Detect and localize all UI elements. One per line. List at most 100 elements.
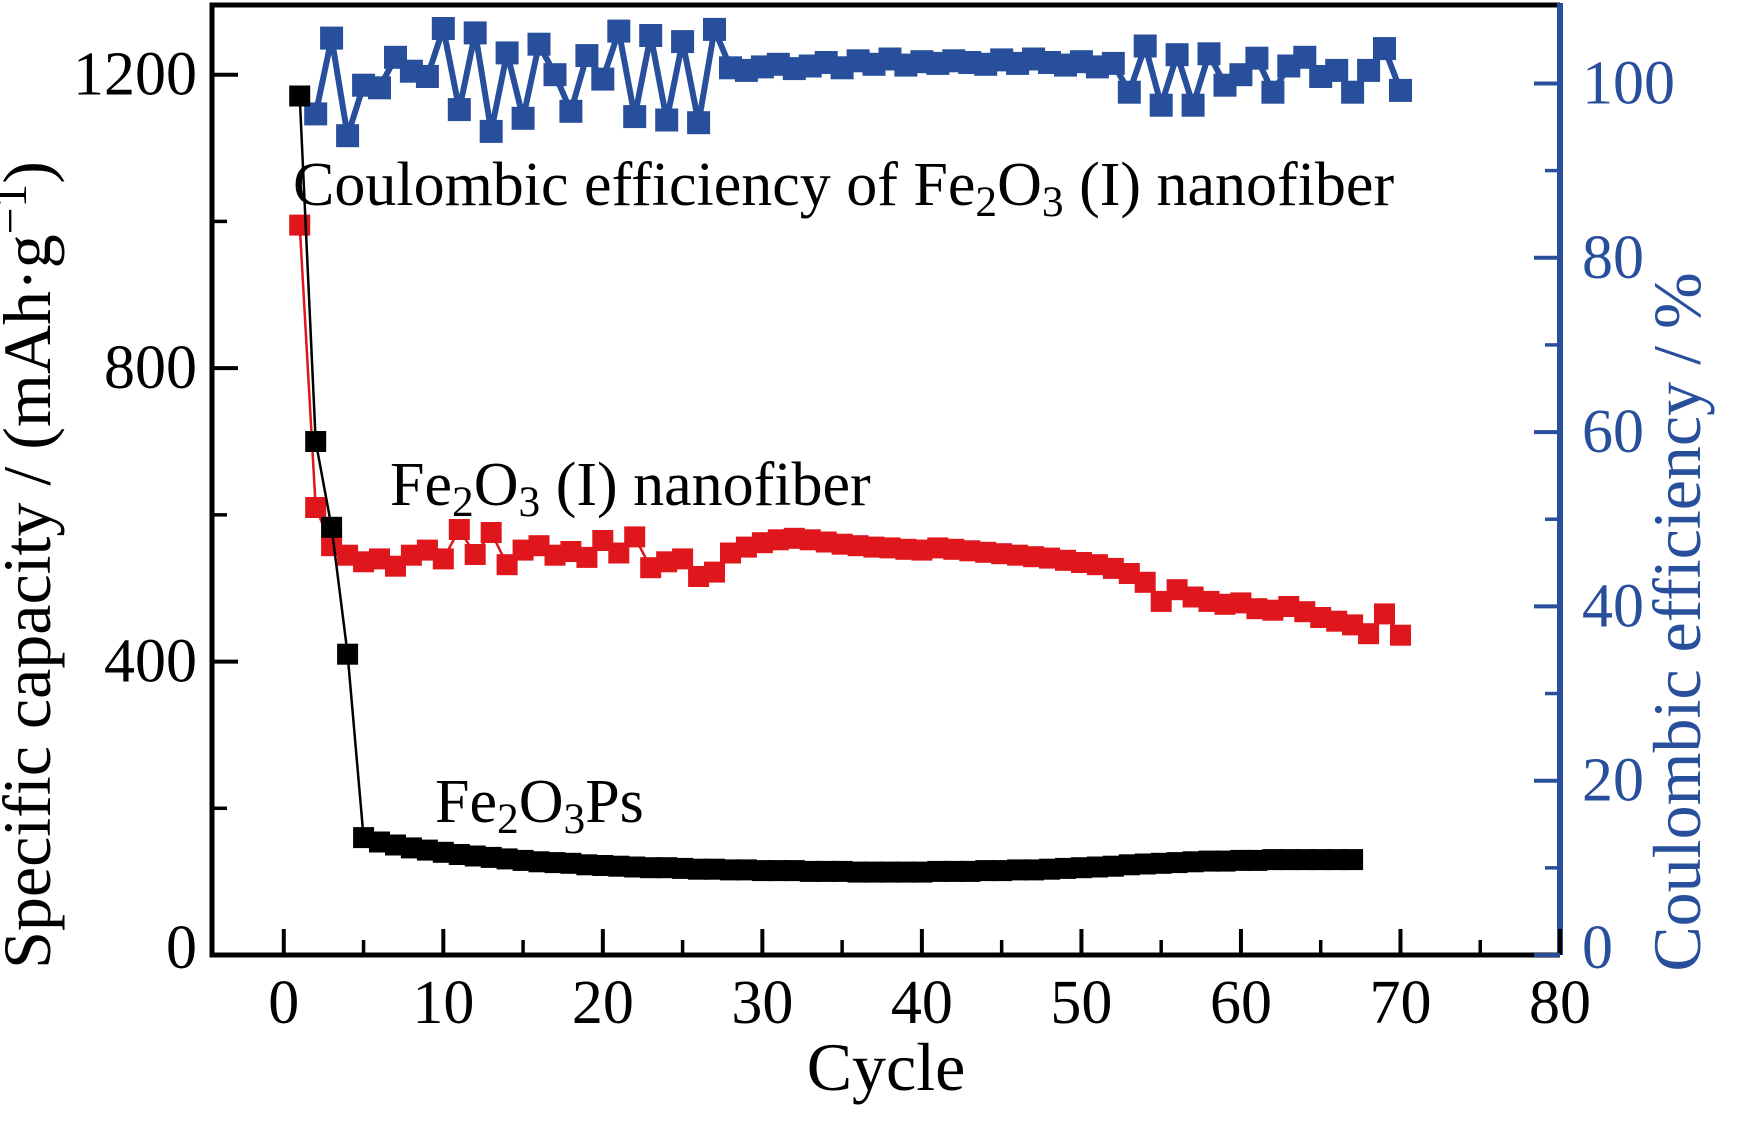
data-point-fe2o3ps <box>1150 852 1172 874</box>
data-point-fe2o3_nanofiber <box>799 529 821 551</box>
data-point-efficiency <box>559 99 583 123</box>
data-point-fe2o3ps <box>1262 849 1284 871</box>
data-point-efficiency <box>1149 93 1173 117</box>
data-point-fe2o3ps <box>432 841 454 863</box>
data-point-fe2o3_nanofiber <box>831 533 853 555</box>
data-point-fe2o3_nanofiber <box>1214 593 1236 615</box>
data-point-fe2o3ps <box>400 837 422 859</box>
data-point-fe2o3ps <box>544 852 566 874</box>
data-point-fe2o3_nanofiber <box>767 529 789 551</box>
data-point-fe2o3_nanofiber <box>496 554 518 576</box>
data-point-fe2o3_nanofiber <box>879 537 901 559</box>
data-point-fe2o3_nanofiber <box>1230 592 1252 614</box>
data-point-fe2o3_nanofiber <box>576 546 598 568</box>
data-point-fe2o3_nanofiber <box>1007 544 1029 566</box>
data-point-efficiency <box>1389 78 1412 102</box>
data-point-fe2o3_nanofiber <box>672 548 694 570</box>
series-fe2o3ps <box>289 85 1364 883</box>
data-point-fe2o3_nanofiber <box>1278 596 1300 617</box>
series-line-fe2o3_nanofiber <box>298 225 1402 636</box>
data-point-fe2o3_nanofiber <box>321 535 343 557</box>
data-point-fe2o3ps <box>1023 859 1045 881</box>
data-point-efficiency <box>543 63 567 87</box>
data-point-fe2o3ps <box>831 860 853 882</box>
data-point-fe2o3ps <box>305 431 327 452</box>
data-point-fe2o3ps <box>656 857 678 879</box>
y-left-tick-label: 0 <box>166 914 197 982</box>
annotation-efficiency-label: Coulombic efficiency of Fe2O3 (I) nanofi… <box>293 151 1394 226</box>
data-point-fe2o3_nanofiber <box>464 544 486 565</box>
data-point-fe2o3ps <box>512 849 534 871</box>
data-point-efficiency <box>655 108 679 132</box>
data-point-fe2o3ps <box>416 839 438 861</box>
data-point-efficiency <box>336 124 360 148</box>
x-tick-label: 80 <box>1529 969 1591 1037</box>
data-point-efficiency <box>607 19 631 43</box>
data-point-fe2o3_nanofiber <box>608 542 630 564</box>
data-point-fe2o3_nanofiber <box>1134 571 1156 593</box>
data-point-fe2o3_nanofiber <box>544 544 566 566</box>
data-point-efficiency <box>495 41 519 65</box>
y-left-tick-label: 800 <box>104 334 197 402</box>
data-point-fe2o3_nanofiber <box>1310 607 1332 628</box>
data-point-fe2o3ps <box>672 857 694 879</box>
data-point-fe2o3_nanofiber <box>1182 586 1204 608</box>
y-left-tick-label: 400 <box>104 628 197 696</box>
data-point-fe2o3ps <box>1134 853 1156 875</box>
data-point-fe2o3_nanofiber <box>911 539 933 561</box>
data-point-fe2o3ps <box>1055 857 1076 879</box>
x-tick-label: 40 <box>891 969 953 1037</box>
x-axis-ticks: 0 10 20 30 40 50 60 70 80 <box>268 929 1591 1037</box>
data-point-fe2o3_nanofiber <box>735 536 757 558</box>
data-point-fe2o3_nanofiber <box>560 541 582 562</box>
data-point-fe2o3ps <box>1214 850 1236 872</box>
x-axis-title: Cycle <box>807 1029 966 1105</box>
data-point-fe2o3ps <box>783 860 805 882</box>
data-point-efficiency <box>1293 45 1317 69</box>
data-point-efficiency <box>687 111 711 135</box>
data-point-fe2o3ps <box>1102 855 1124 877</box>
data-point-fe2o3ps <box>353 827 375 849</box>
data-point-fe2o3ps <box>704 858 725 880</box>
data-point-fe2o3ps <box>799 860 821 882</box>
data-point-fe2o3_nanofiber <box>640 557 662 579</box>
data-point-fe2o3_nanofiber <box>432 548 454 570</box>
data-point-fe2o3ps <box>496 848 518 870</box>
data-point-efficiency <box>703 17 726 41</box>
data-point-fe2o3_nanofiber <box>927 537 949 559</box>
data-point-fe2o3ps <box>1007 859 1029 881</box>
data-point-fe2o3ps <box>560 852 582 874</box>
data-point-fe2o3_nanofiber <box>863 536 885 558</box>
data-point-fe2o3_nanofiber <box>385 555 406 577</box>
data-point-fe2o3ps <box>385 834 406 856</box>
right-axis-ticks: 100 80 60 40 20 0 <box>1534 49 1675 982</box>
data-point-fe2o3ps <box>895 861 917 883</box>
data-point-fe2o3_nanofiber <box>847 535 869 557</box>
data-point-fe2o3_nanofiber <box>1294 601 1316 623</box>
data-point-fe2o3ps <box>879 861 901 883</box>
data-point-fe2o3ps <box>1326 849 1348 871</box>
data-point-fe2o3_nanofiber <box>1150 590 1172 612</box>
data-point-fe2o3_nanofiber <box>1374 603 1395 625</box>
data-point-fe2o3ps <box>576 854 598 876</box>
data-point-fe2o3_nanofiber <box>369 548 390 570</box>
data-point-efficiency <box>479 119 503 143</box>
data-point-fe2o3_nanofiber <box>305 497 327 518</box>
data-point-fe2o3ps <box>1070 857 1092 879</box>
data-point-fe2o3_nanofiber <box>1023 546 1045 568</box>
data-point-efficiency <box>1117 80 1141 104</box>
axes <box>209 2 1563 958</box>
data-point-fe2o3ps <box>943 860 965 882</box>
data-point-fe2o3ps <box>608 855 630 877</box>
data-point-fe2o3ps <box>1230 849 1252 871</box>
data-point-fe2o3ps <box>688 858 710 880</box>
data-point-efficiency <box>1341 80 1365 104</box>
data-point-fe2o3ps <box>720 859 741 881</box>
data-point-fe2o3ps <box>464 845 486 867</box>
data-point-fe2o3ps <box>289 85 311 107</box>
data-point-fe2o3ps <box>975 860 997 882</box>
data-point-fe2o3_nanofiber <box>480 522 502 543</box>
data-point-fe2o3ps <box>1246 849 1268 871</box>
data-point-fe2o3_nanofiber <box>720 542 741 564</box>
left-axis-ticks: 1200 800 400 0 <box>73 41 238 982</box>
